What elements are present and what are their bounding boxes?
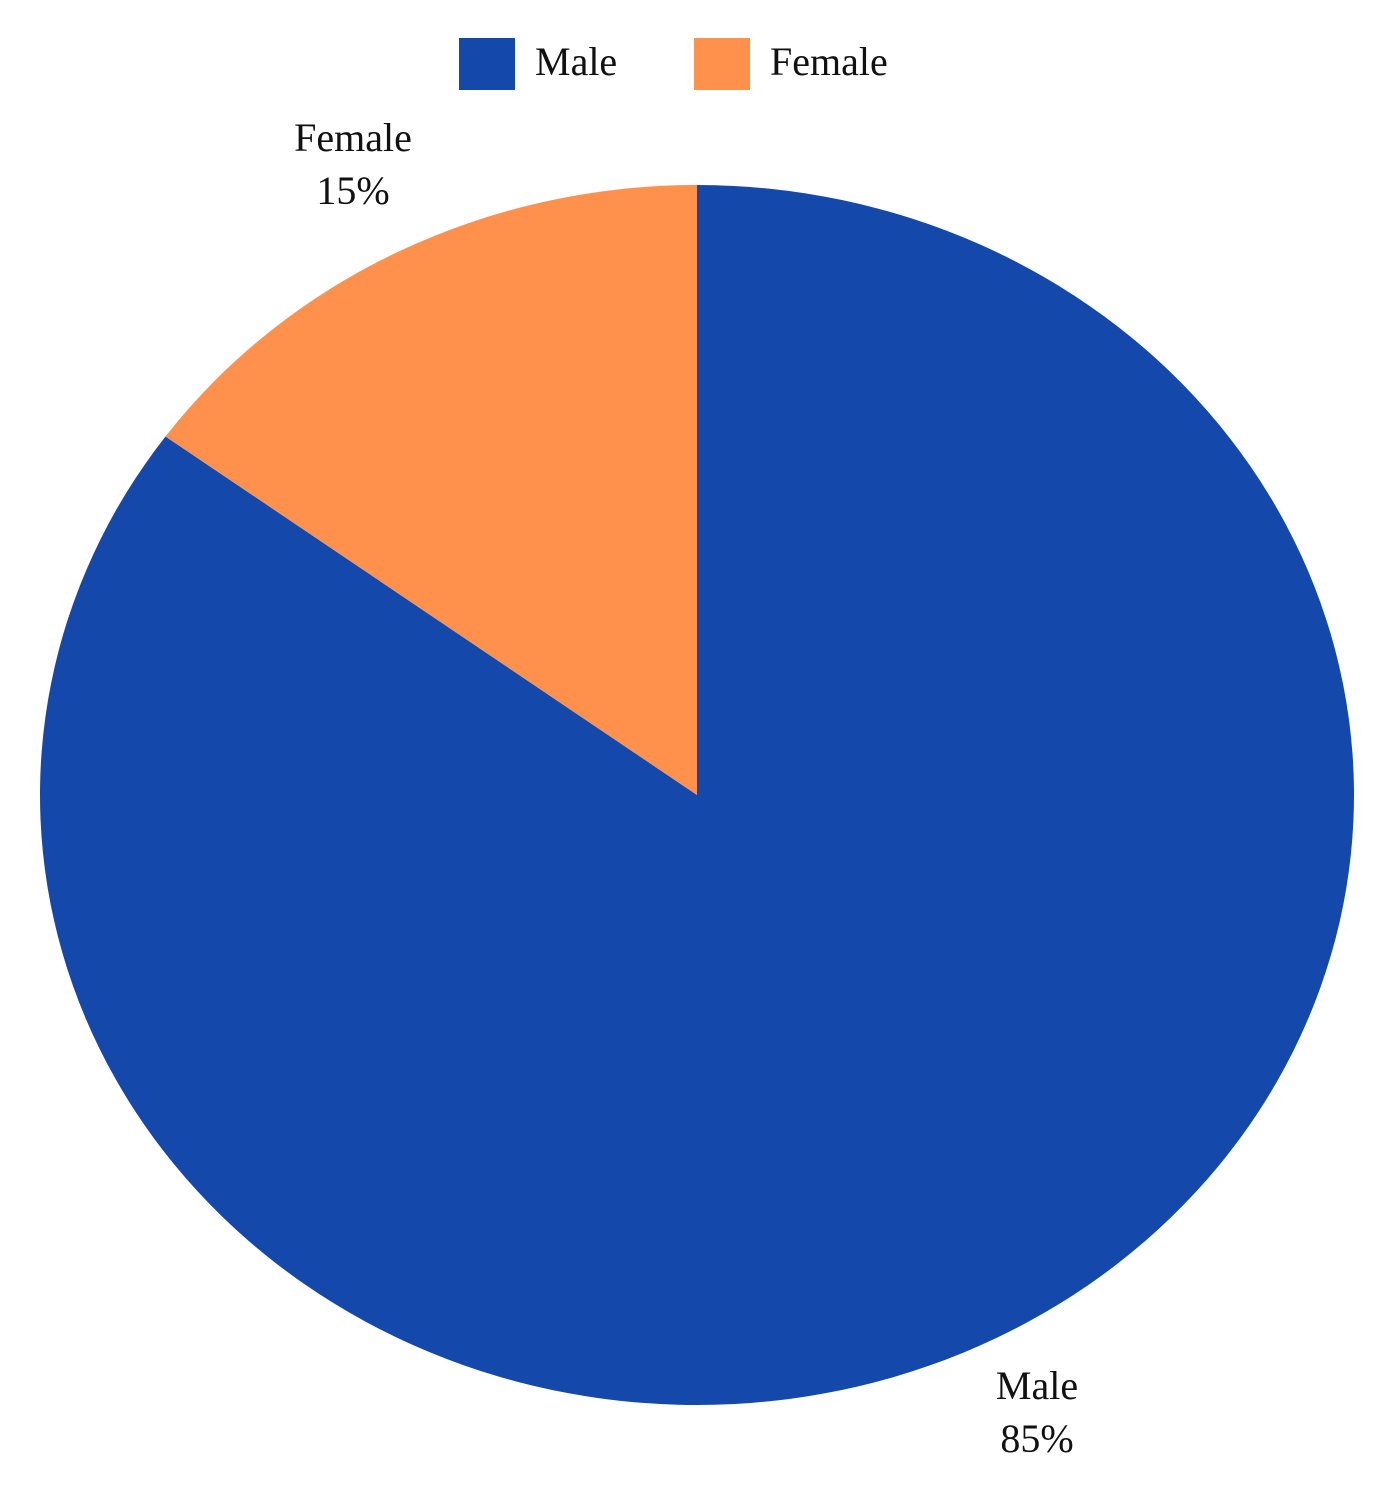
legend-label: Female bbox=[770, 39, 888, 84]
legend-swatch bbox=[694, 38, 750, 90]
legend-label: Male bbox=[535, 39, 617, 84]
slice-label-name: Female bbox=[294, 115, 412, 160]
slice-label-name: Male bbox=[996, 1363, 1078, 1408]
pie-slice bbox=[165, 185, 697, 795]
slice-label-value: 85% bbox=[1000, 1416, 1073, 1461]
slice-label-value: 15% bbox=[316, 168, 389, 213]
legend-swatch bbox=[459, 38, 515, 90]
